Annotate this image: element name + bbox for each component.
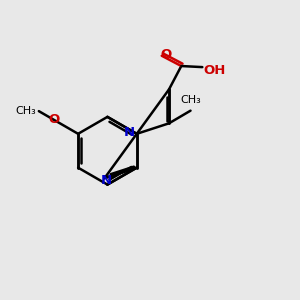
Text: O: O xyxy=(49,113,60,127)
Text: OH: OH xyxy=(204,64,226,76)
Text: N: N xyxy=(124,126,135,139)
Text: CH₃: CH₃ xyxy=(180,95,201,105)
Text: N: N xyxy=(100,174,112,187)
Text: O: O xyxy=(160,48,172,61)
Text: CH₃: CH₃ xyxy=(15,106,36,116)
